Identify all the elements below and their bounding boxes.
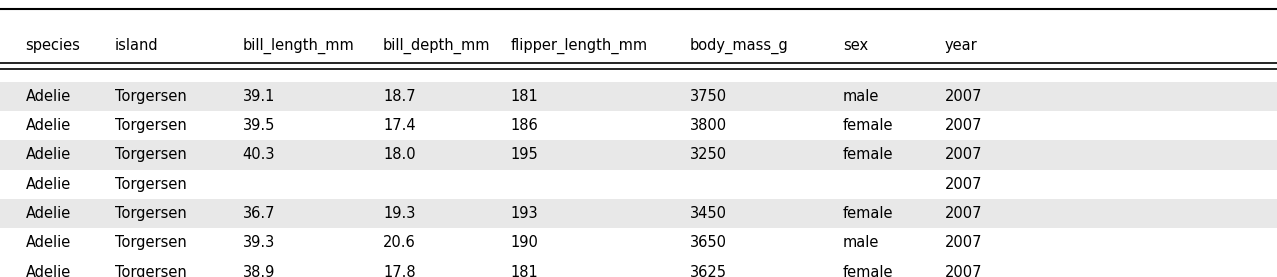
Text: 195: 195 [511, 147, 539, 163]
Text: species: species [26, 39, 80, 53]
Text: 39.1: 39.1 [243, 89, 275, 104]
Text: 40.3: 40.3 [243, 147, 275, 163]
Text: 186: 186 [511, 118, 539, 133]
Text: 2007: 2007 [945, 89, 982, 104]
Text: 3800: 3800 [690, 118, 727, 133]
Text: Adelie: Adelie [26, 265, 70, 277]
Text: Adelie: Adelie [26, 118, 70, 133]
Text: Adelie: Adelie [26, 235, 70, 250]
Bar [0, 199, 1277, 228]
Text: 2007: 2007 [945, 147, 982, 163]
Bar [0, 228, 1277, 258]
Text: Adelie: Adelie [26, 147, 70, 163]
Text: female: female [843, 206, 894, 221]
Text: 20.6: 20.6 [383, 235, 416, 250]
Text: 39.3: 39.3 [243, 235, 275, 250]
Text: 3450: 3450 [690, 206, 727, 221]
Text: 190: 190 [511, 235, 539, 250]
Text: Adelie: Adelie [26, 89, 70, 104]
Text: flipper_length_mm: flipper_length_mm [511, 38, 647, 54]
Text: 39.5: 39.5 [243, 118, 275, 133]
Text: 3650: 3650 [690, 235, 727, 250]
Bar [0, 111, 1277, 140]
Text: male: male [843, 89, 879, 104]
Bar [0, 258, 1277, 277]
Text: island: island [115, 39, 158, 53]
Text: Adelie: Adelie [26, 177, 70, 192]
Text: bill_depth_mm: bill_depth_mm [383, 38, 490, 54]
Text: body_mass_g: body_mass_g [690, 38, 788, 54]
Text: 2007: 2007 [945, 118, 982, 133]
Text: 17.8: 17.8 [383, 265, 416, 277]
Text: 181: 181 [511, 265, 539, 277]
Bar [0, 170, 1277, 199]
Text: year: year [945, 39, 978, 53]
Text: 2007: 2007 [945, 177, 982, 192]
Text: 3750: 3750 [690, 89, 727, 104]
Text: 38.9: 38.9 [243, 265, 275, 277]
Text: 36.7: 36.7 [243, 206, 275, 221]
Text: 2007: 2007 [945, 206, 982, 221]
Text: Adelie: Adelie [26, 206, 70, 221]
Text: 18.0: 18.0 [383, 147, 416, 163]
Text: 3625: 3625 [690, 265, 727, 277]
Text: 19.3: 19.3 [383, 206, 415, 221]
Bar [0, 140, 1277, 170]
Text: male: male [843, 235, 879, 250]
Text: Torgersen: Torgersen [115, 235, 186, 250]
Text: Torgersen: Torgersen [115, 265, 186, 277]
Text: Torgersen: Torgersen [115, 177, 186, 192]
Text: Torgersen: Torgersen [115, 206, 186, 221]
Bar [0, 82, 1277, 111]
Text: 181: 181 [511, 89, 539, 104]
Text: female: female [843, 118, 894, 133]
Text: 193: 193 [511, 206, 539, 221]
Text: 2007: 2007 [945, 235, 982, 250]
Text: 18.7: 18.7 [383, 89, 416, 104]
Text: bill_length_mm: bill_length_mm [243, 38, 355, 54]
Text: 3250: 3250 [690, 147, 727, 163]
Text: female: female [843, 147, 894, 163]
Text: 17.4: 17.4 [383, 118, 416, 133]
Text: sex: sex [843, 39, 868, 53]
Text: Torgersen: Torgersen [115, 147, 186, 163]
Text: female: female [843, 265, 894, 277]
Text: 2007: 2007 [945, 265, 982, 277]
Text: Torgersen: Torgersen [115, 89, 186, 104]
Text: Torgersen: Torgersen [115, 118, 186, 133]
